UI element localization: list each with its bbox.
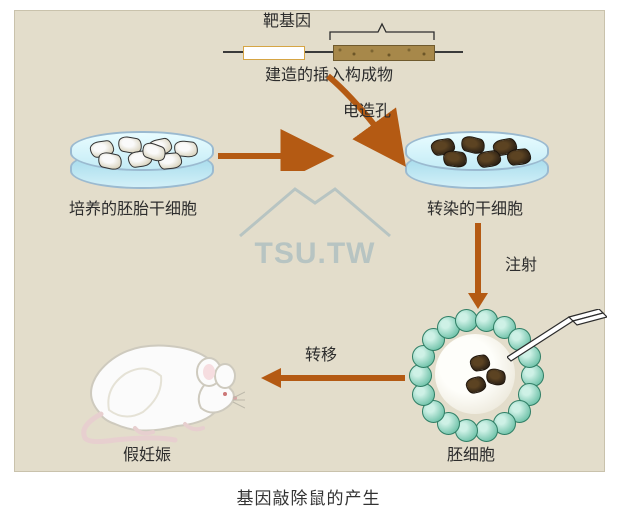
label-pseudo: 假妊娠 — [123, 441, 171, 465]
dish-surface — [70, 131, 214, 171]
dish-cultured-es — [70, 131, 210, 187]
dish-surface — [405, 131, 549, 171]
label-electroporation: 电造孔 — [343, 97, 391, 121]
arrow-transfer — [257, 363, 407, 393]
transfected-cells — [407, 133, 547, 169]
label-transfer: 转移 — [305, 341, 337, 365]
watermark-text: TSU.TW — [210, 237, 420, 271]
pseudopregnant-mouse — [75, 326, 245, 444]
label-inject: 注射 — [505, 251, 537, 275]
construct-box-left — [243, 46, 305, 60]
arrow-electroporation — [213, 71, 413, 171]
construct-box-target — [333, 45, 435, 61]
watermark: TSU.TW — [210, 181, 420, 271]
insertion-construct — [233, 43, 453, 61]
arrow-inject — [463, 221, 493, 311]
label-target-gene: 靶基因 — [263, 7, 311, 31]
label-blastocyst: 胚细胞 — [447, 441, 495, 465]
label-cultured-es: 培养的胚胎干细胞 — [69, 195, 197, 219]
label-construct-caption: 建造的插入构成物 — [265, 61, 393, 85]
figure-caption: 基因敲除鼠的产生 — [0, 484, 617, 509]
diagram-panel: 靶基因 建造的插入构成物 TSU.TW 培养的胚胎干细胞 — [14, 10, 605, 472]
dish-transfected — [405, 131, 545, 187]
label-transfected: 转染的干细胞 — [427, 195, 523, 219]
cultured-cells — [72, 133, 212, 169]
injection-needle — [507, 309, 607, 384]
